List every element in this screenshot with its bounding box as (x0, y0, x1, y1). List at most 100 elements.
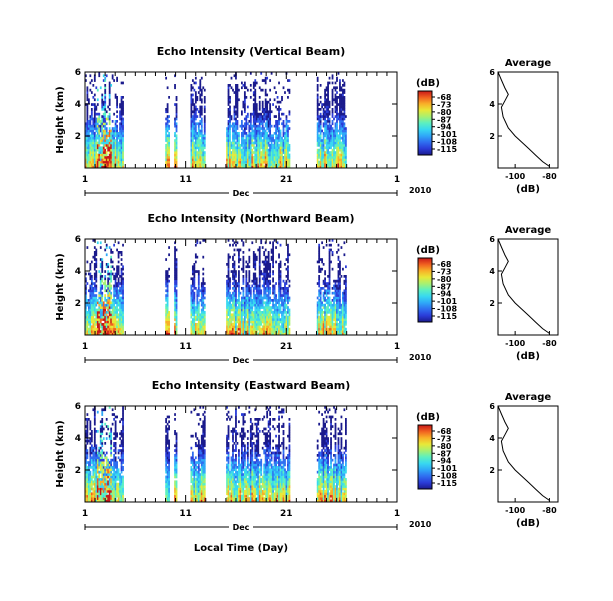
heatmap-cell (105, 117, 108, 121)
heatmap-cell (203, 134, 206, 138)
heatmap-cell (200, 108, 203, 111)
heatmap-cell (175, 318, 178, 321)
heatmap-cell (101, 96, 104, 99)
heatmap-cell (89, 277, 92, 281)
heatmap-cell (233, 299, 236, 302)
heatmap-cell (273, 325, 276, 329)
heatmap-cell (263, 301, 266, 305)
heatmap-cell (93, 296, 96, 300)
heatmap-cell (318, 270, 321, 273)
heatmap-cell (272, 330, 274, 333)
heatmap-cell (175, 265, 178, 269)
heatmap-cell (339, 144, 341, 147)
heatmap-cell (197, 270, 200, 273)
heatmap-cell (255, 299, 258, 302)
heatmap-cell (327, 284, 329, 288)
heatmap-cell (264, 265, 267, 269)
heatmap-cell (96, 299, 99, 302)
heatmap-cell (229, 282, 231, 285)
heatmap-cell (258, 165, 261, 169)
heatmap-cell (249, 120, 252, 123)
heatmap-cell (93, 144, 96, 147)
heatmap-cell (254, 98, 257, 102)
heatmap-cell (330, 132, 332, 135)
heatmap-cell (249, 72, 252, 75)
heatmap-cell (95, 127, 98, 130)
heatmap-cell (99, 129, 102, 133)
heatmap-cell (120, 325, 123, 329)
heatmap-cell (111, 311, 114, 314)
heatmap-cell (248, 296, 251, 300)
heatmap-cell (327, 163, 329, 166)
heatmap-cell (345, 158, 347, 162)
heatmap-cell (233, 327, 236, 331)
heatmap-cell (194, 325, 197, 329)
heatmap-cell (116, 103, 118, 106)
heatmap-cell (92, 313, 95, 317)
heatmap-cell (272, 255, 274, 259)
heatmap-cell (260, 158, 263, 162)
heatmap-cell (235, 103, 237, 106)
heatmap-cell (190, 112, 193, 116)
heatmap-cell (282, 294, 285, 297)
heatmap-cell (105, 134, 108, 138)
heatmap-cell (258, 132, 261, 135)
heatmap-cell (270, 156, 273, 159)
heatmap-cell (165, 127, 168, 130)
heatmap-cell (273, 141, 276, 145)
x-tick-label: 1 (394, 175, 400, 185)
heatmap-cell (235, 308, 237, 312)
heatmap-cell (165, 258, 168, 261)
heatmap-cell (194, 153, 197, 157)
heatmap-cell (120, 313, 123, 317)
heatmap-cell (316, 296, 319, 300)
heatmap-cell (258, 253, 261, 257)
heatmap-cell (248, 315, 251, 319)
heatmap-cell (117, 282, 120, 285)
heatmap-cell (261, 127, 264, 130)
heatmap-cell (107, 156, 110, 159)
heatmap-cell (254, 132, 257, 135)
heatmap-cell (99, 86, 102, 90)
heatmap-cell (232, 124, 234, 128)
heatmap-cell (318, 299, 321, 302)
heatmap-cell (339, 79, 341, 82)
heatmap-cell (226, 325, 228, 329)
heatmap-cell (105, 74, 108, 78)
heatmap-cell (226, 320, 228, 324)
heatmap-cell (258, 282, 261, 285)
heatmap-cell (90, 144, 93, 147)
heatmap-cell (257, 165, 260, 169)
heatmap-cell (282, 306, 285, 309)
heatmap-cell (279, 330, 282, 333)
heatmap-cell (111, 260, 114, 264)
heatmap-cell (199, 153, 202, 157)
heatmap-cell (110, 151, 113, 154)
heatmap-cell (343, 96, 346, 99)
heatmap-cell (196, 294, 199, 297)
heatmap-cell (343, 151, 346, 154)
heatmap-cell (102, 144, 105, 147)
heatmap-cell (281, 156, 283, 159)
heatmap-cell (278, 120, 280, 123)
heatmap-cell (175, 248, 178, 252)
heatmap-cell (193, 127, 196, 130)
heatmap-cell (345, 134, 347, 138)
heatmap-cell (93, 277, 96, 281)
heatmap-cell (196, 315, 199, 319)
heatmap-cell (327, 327, 329, 331)
heatmap-cell (199, 122, 202, 126)
heatmap-cell (254, 313, 257, 317)
heatmap-cell (190, 127, 193, 130)
heatmap-cell (92, 144, 95, 147)
heatmap-cell (324, 277, 326, 281)
heatmap-cell (104, 117, 107, 121)
heatmap-cell (318, 275, 321, 278)
heatmap-cell (232, 303, 234, 307)
heatmap-cell (108, 282, 111, 285)
heatmap-cell (119, 303, 121, 307)
heatmap-cell (105, 325, 108, 329)
heatmap-cell (316, 79, 319, 82)
heatmap-cell (235, 88, 237, 92)
heatmap-cell (284, 153, 286, 157)
